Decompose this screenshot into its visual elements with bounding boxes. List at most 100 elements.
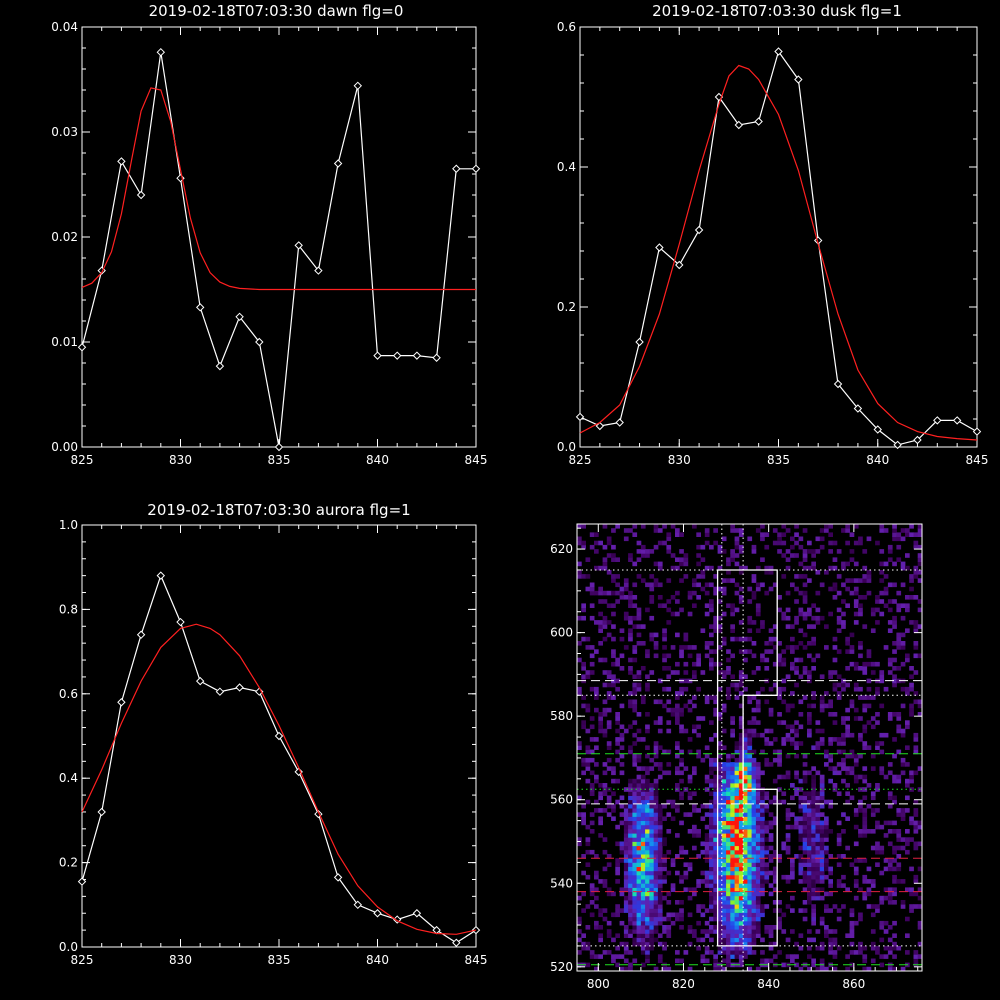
spectrogram-cell: [900, 641, 906, 646]
spectrogram-cell: [709, 870, 714, 876]
spectrogram-cell: [764, 803, 770, 809]
spectrogram-cell: [645, 582, 650, 588]
spectrogram-cell: [670, 858, 676, 863]
spectrogram-cell: [726, 854, 731, 859]
spectrogram-cell: [692, 695, 697, 700]
spectrogram-cell: [896, 544, 902, 550]
spectrogram-cell: [594, 904, 599, 909]
spectrogram-cell: [751, 862, 757, 867]
spectrogram-cell: [632, 937, 638, 943]
spectrogram-cell: [606, 695, 612, 700]
spectrogram-cell: [798, 574, 804, 579]
spectrogram-cell: [704, 933, 710, 938]
spectrogram-cell: [870, 611, 876, 617]
spectrogram-cell: [721, 799, 727, 805]
spectrogram-cell: [700, 912, 706, 918]
spectrogram-cell: [836, 854, 842, 859]
dawn-data-point: [333, 159, 343, 168]
spectrogram-cell: [709, 808, 714, 813]
spectrogram-cell: [751, 641, 757, 646]
spectrogram-cell: [862, 833, 868, 838]
spectrogram-cell: [692, 670, 697, 675]
spectrogram-cell: [862, 745, 868, 750]
spectrogram-cell: [828, 524, 833, 529]
spectrogram-cell: [649, 933, 655, 938]
dusk-xtick-label: 840: [866, 453, 889, 467]
spectrogram-cell: [755, 879, 761, 884]
spectrogram-cell: [802, 753, 808, 759]
spectrogram-cell: [802, 762, 808, 767]
spectrogram-cell: [790, 582, 795, 588]
spectrogram-cell: [649, 870, 655, 876]
spectrogram-cell: [900, 770, 906, 776]
dusk-data-point: [952, 416, 962, 425]
spectrogram-cell: [632, 615, 638, 621]
spectrogram-cell: [721, 829, 727, 834]
spectrogram-cell: [696, 724, 701, 730]
spectrogram-cell: [709, 799, 714, 805]
spectrogram-cell: [679, 925, 684, 930]
spectrogram-cell: [824, 799, 829, 805]
spectrogram-cell: [713, 586, 718, 592]
spectrogram-cell: [802, 611, 808, 617]
spectrogram-cell: [760, 879, 765, 884]
spectrogram-cell: [751, 670, 757, 675]
spectrogram-cell: [649, 820, 655, 826]
spectrogram-cell: [781, 845, 787, 851]
spectrogram-cell: [585, 799, 591, 805]
spectrogram-cell: [887, 628, 893, 633]
spectrogram-cell: [666, 653, 672, 659]
spectrogram-cell: [713, 962, 718, 968]
spectrogram-cell: [615, 933, 620, 938]
spectrogram-cell: [632, 833, 638, 838]
spectrogram-cell: [811, 920, 816, 926]
spectrogram-cell: [713, 854, 718, 859]
spectrogram-cell: [892, 561, 897, 567]
spectrogram-cell: [657, 879, 663, 884]
spectrogram-cell: [913, 879, 919, 884]
spectrogram-cell: [743, 745, 748, 750]
spectrogram-cell: [751, 590, 757, 596]
spectrogram-cell: [598, 712, 603, 717]
spectrogram-cell: [738, 870, 744, 876]
spectrogram-cell: [887, 900, 893, 905]
spectrogram-cell: [755, 528, 761, 533]
spectrogram-cell: [785, 937, 791, 943]
spectrogram-cell: [798, 808, 804, 813]
spectrogram-cell: [730, 837, 735, 842]
spectrogram-cell: [704, 841, 710, 847]
spectrogram-cell: [611, 653, 616, 659]
spectrogram-cell: [747, 757, 753, 763]
spectrogram-cell: [913, 954, 919, 959]
spectrogram-cell: [862, 741, 868, 746]
spectrogram-cell: [734, 695, 740, 700]
spectrogram-cell: [751, 544, 757, 550]
spectrogram-cell: [892, 615, 897, 621]
spectrogram-cell: [666, 812, 672, 817]
spectrogram-cell: [751, 799, 757, 805]
spectrogram-cell: [704, 645, 710, 650]
spectrogram-cell: [679, 557, 684, 562]
spectrogram-cell: [666, 966, 672, 972]
spectrogram-cell: [602, 950, 608, 955]
spectrogram-cell: [738, 895, 744, 901]
spectrogram-cell: [721, 870, 727, 876]
spectrogram-cell: [675, 720, 680, 725]
spectrogram-cell: [832, 954, 838, 959]
spectrogram-cell: [666, 699, 672, 705]
spectrogram-cell: [666, 799, 672, 805]
spectrogram-cell: [581, 724, 586, 730]
spectrogram-cell: [845, 649, 850, 654]
spectrogram-cell: [628, 866, 633, 872]
spectrogram-cell: [653, 870, 659, 876]
spectrogram-cell: [721, 920, 727, 926]
spectrogram-cell: [777, 774, 782, 780]
spectrogram-cell: [760, 824, 765, 830]
spectrogram-cell: [623, 728, 629, 734]
spectrogram-cell: [726, 937, 731, 943]
spectrogram-cell: [636, 624, 642, 629]
spectrogram-cell: [662, 925, 667, 930]
spectrogram-cell: [640, 666, 646, 671]
spectrogram-cell: [755, 808, 761, 813]
spectrogram-cell: [768, 686, 774, 692]
